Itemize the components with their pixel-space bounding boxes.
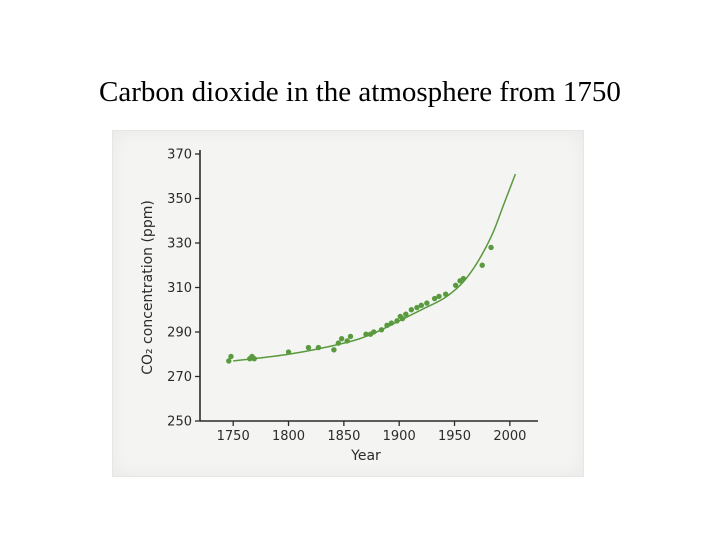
x-axis-label: Year bbox=[350, 448, 381, 464]
data-point bbox=[388, 320, 395, 326]
chart-panel bbox=[112, 130, 584, 477]
x-tick-label: 1900 bbox=[383, 429, 416, 444]
data-point bbox=[251, 356, 257, 362]
data-point bbox=[338, 335, 345, 342]
y-axis-label: CO₂ concentration (ppm) bbox=[140, 200, 156, 375]
y-tick-label: 270 bbox=[167, 370, 192, 385]
data-point bbox=[226, 358, 232, 364]
data-point bbox=[424, 300, 430, 306]
y-tick-label: 290 bbox=[167, 326, 192, 341]
co2-chart: 250 270 290 310 330 350 370 1750 1800 1850 1900 195… bbox=[140, 148, 538, 464]
data-point bbox=[371, 329, 377, 335]
y-tick-label: 350 bbox=[167, 192, 192, 207]
data-point bbox=[228, 353, 234, 360]
data-point bbox=[414, 304, 420, 311]
data-point bbox=[384, 322, 390, 329]
data-point bbox=[394, 318, 400, 324]
data-point bbox=[331, 347, 337, 353]
data-point bbox=[403, 311, 409, 317]
data-point bbox=[285, 349, 292, 355]
data-point bbox=[335, 340, 342, 346]
trend-curve bbox=[233, 173, 517, 362]
x-tick-label: 2000 bbox=[493, 429, 526, 444]
data-point bbox=[431, 295, 438, 302]
data-points bbox=[226, 244, 494, 364]
slide-title: Carbon dioxide in the atmosphere from 17… bbox=[99, 76, 621, 108]
chart-axes bbox=[199, 150, 538, 422]
x-tick-label: 1800 bbox=[272, 429, 305, 444]
y-tick-label: 330 bbox=[167, 237, 192, 252]
x-tick-label: 1950 bbox=[438, 429, 471, 444]
data-point bbox=[418, 302, 425, 308]
y-tick-label: 370 bbox=[167, 148, 192, 163]
data-point bbox=[479, 262, 485, 268]
data-point bbox=[408, 307, 415, 313]
data-point bbox=[344, 338, 350, 344]
data-point bbox=[452, 282, 459, 288]
data-point bbox=[363, 331, 369, 337]
data-point bbox=[378, 327, 385, 333]
y-tick-label: 250 bbox=[167, 415, 192, 430]
data-point bbox=[305, 344, 312, 351]
data-point bbox=[488, 244, 494, 251]
x-tick-label: 1850 bbox=[327, 429, 360, 444]
data-point bbox=[399, 315, 406, 322]
data-point bbox=[347, 333, 354, 340]
data-point bbox=[436, 293, 442, 300]
x-tick-label: 1750 bbox=[217, 429, 250, 444]
data-point bbox=[315, 344, 322, 351]
data-point bbox=[442, 291, 449, 297]
data-point bbox=[460, 275, 467, 282]
chart-ticks: 250 270 290 310 330 350 370 1750 1800 1850 1900 195… bbox=[167, 148, 526, 445]
y-tick-label: 310 bbox=[167, 281, 192, 296]
